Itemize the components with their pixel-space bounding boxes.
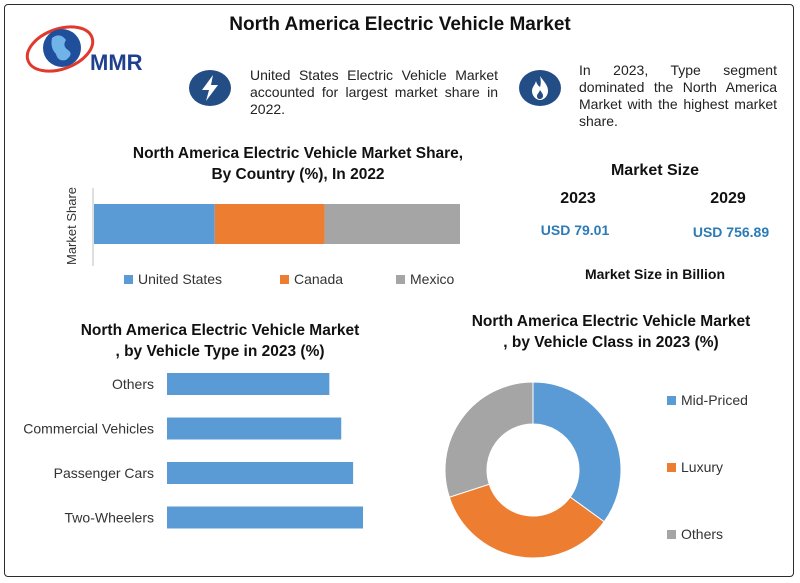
- market-size-title: Market Size: [610, 162, 700, 179]
- flame-icon: [519, 70, 561, 106]
- donut-slice-luxury: [448, 483, 605, 559]
- vehicle-type-title-line2: , by Vehicle Type in 2023 (%): [115, 343, 325, 360]
- infographic-frame: [4, 4, 794, 577]
- lightning-icon: [189, 70, 231, 106]
- page-title: North America Electric Vehicle Market: [229, 14, 571, 35]
- vehicle-class-chart-title: North America Electric Vehicle Market , …: [456, 311, 766, 353]
- donut-legend-swatch-luxury: [667, 463, 676, 472]
- legend-label-united-states: United States: [138, 271, 222, 287]
- donut-slice-others: [444, 381, 534, 498]
- vehicle-type-bar-commercial-vehicles: [167, 417, 342, 440]
- vehicle-type-bar-others: [167, 373, 330, 395]
- vehicle-class-title-line2: , by Vehicle Class in 2023 (%): [503, 334, 719, 351]
- donut-legend-label-luxury: Luxury: [681, 459, 723, 475]
- country-bar-canada: [214, 204, 325, 244]
- logo-orbit: [25, 25, 95, 73]
- market-size-year-2023: 2023: [560, 190, 596, 207]
- market-size-year-2029: 2029: [710, 190, 746, 207]
- donut-legend-label-others: Others: [681, 526, 723, 542]
- country-chart-title-line2: By Country (%), In 2022: [211, 166, 385, 183]
- legend-swatch-canada: [280, 275, 289, 284]
- vehicle-type-title-line1: North America Electric Vehicle Market: [80, 322, 360, 339]
- donut-slice-mid-priced: [532, 381, 622, 523]
- country-share-chart: Market Share United States Canada Mexico: [64, 187, 460, 287]
- market-size-footer: Market Size in Billion: [584, 266, 726, 282]
- info-text-us: United States Electric Vehicle Market ac…: [250, 67, 498, 117]
- donut-legend-swatch-others: [667, 530, 676, 539]
- vehicle-type-label-passenger-cars: Passenger Cars: [54, 465, 154, 481]
- country-chart-title-line1: North America Electric Vehicle Market Sh…: [132, 145, 464, 162]
- legend-label-mexico: Mexico: [410, 271, 455, 287]
- country-chart-ylabel: Market Share: [64, 187, 79, 265]
- vehicle-type-chart: Others Commercial Vehicles Passenger Cars T…: [23, 373, 364, 529]
- vehicle-type-label-two-wheelers: Two-Wheelers: [65, 510, 154, 526]
- vehicle-class-donut-chart: Mid-Priced Luxury Others: [444, 381, 748, 559]
- mmr-logo: MMR: [25, 25, 143, 75]
- legend-swatch-mexico: [396, 275, 405, 284]
- legend-swatch-united-states: [124, 275, 133, 284]
- info-text-type: In 2023, Type segment dominated the Nort…: [579, 62, 777, 129]
- vehicle-type-label-others: Others: [112, 376, 154, 392]
- vehicle-type-bar-passenger-cars: [167, 462, 354, 484]
- vehicle-class-title-line1: North America Electric Vehicle Market: [471, 313, 751, 330]
- vehicle-type-bar-two-wheelers: [167, 506, 364, 529]
- market-size-value-2023: USD 79.01: [540, 222, 610, 238]
- country-bar-mexico: [324, 204, 460, 244]
- vehicle-type-label-commercial-vehicles: Commercial Vehicles: [23, 421, 154, 437]
- logo-text: MMR: [90, 50, 143, 75]
- legend-label-canada: Canada: [294, 271, 343, 287]
- market-size-value-2029: USD 756.89: [692, 224, 770, 240]
- donut-legend-label-mid-priced: Mid-Priced: [681, 392, 748, 408]
- country-bar-united-states: [94, 204, 215, 244]
- vehicle-type-chart-title: North America Electric Vehicle Market , …: [50, 320, 390, 362]
- donut-legend-swatch-mid-priced: [667, 396, 676, 405]
- country-chart-title: North America Electric Vehicle Market Sh…: [108, 143, 488, 185]
